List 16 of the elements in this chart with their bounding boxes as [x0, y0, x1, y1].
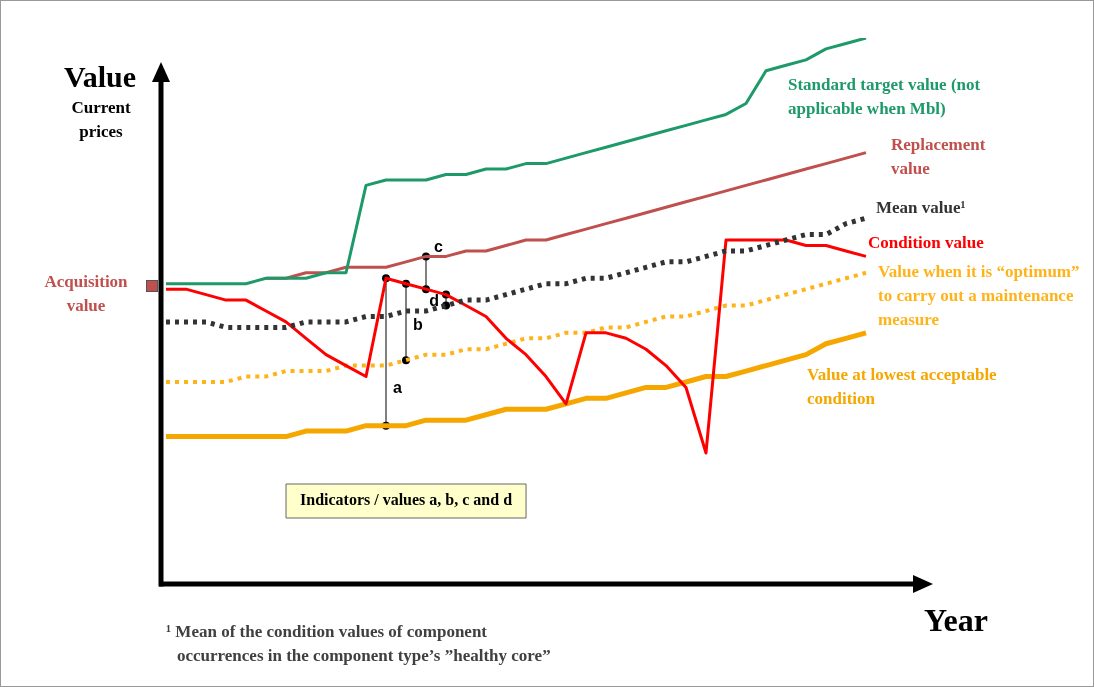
series-label: Value when it is “optimum” to carry out a maintenance measure: [878, 262, 1080, 330]
annotation: b: [413, 316, 423, 334]
y-axis-title: Value: [63, 59, 137, 93]
annotation: d: [429, 291, 439, 309]
text: Acquisition value: [44, 272, 129, 316]
annotation: c: [434, 237, 443, 255]
series-label: Condition value: [868, 233, 985, 253]
text: Current prices: [71, 98, 131, 142]
series-label: Standard target value (not applicable when Mbl): [788, 75, 981, 119]
series-label: Replacement value: [891, 135, 986, 179]
series-label: Mean value¹: [876, 198, 966, 218]
x-axis-title: Year: [924, 602, 988, 639]
series-label: Value at lowest acceptable condition: [807, 365, 998, 409]
annotation: Indicators / values a, b, c and d: [300, 491, 513, 509]
annotation: a: [393, 379, 402, 397]
text: ¹ Mean of the condition values of component occurrences in the component type’s ”healthy core”: [166, 622, 551, 666]
